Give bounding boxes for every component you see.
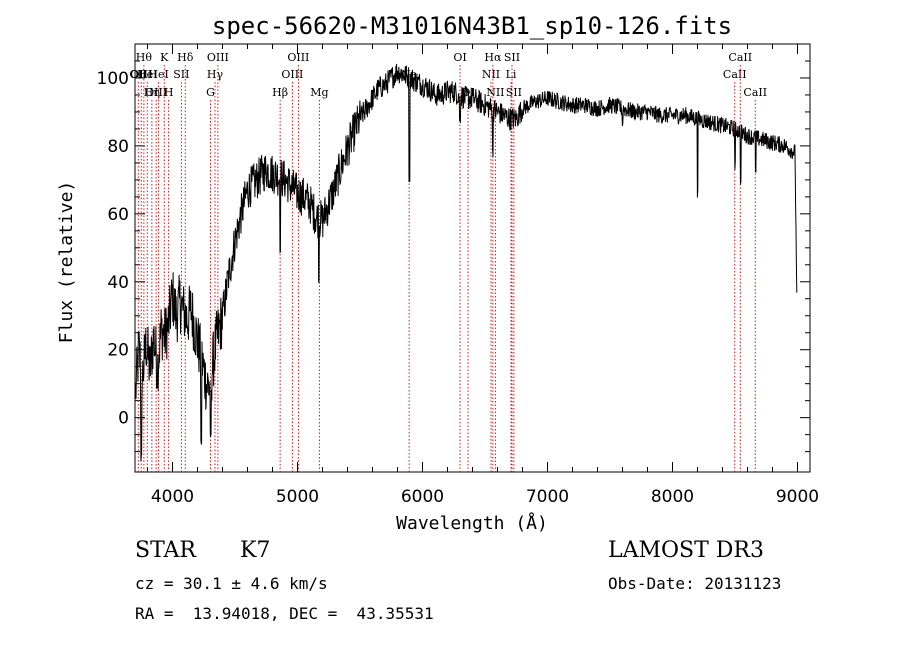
line-label: NII — [486, 86, 504, 99]
line-label: OII — [129, 68, 147, 81]
line-label: Li — [506, 68, 517, 81]
y-tick-label: 20 — [107, 341, 129, 361]
line-label: HeI — [148, 68, 168, 81]
line-label: CaII — [723, 68, 747, 81]
y-tick-label: 100 — [97, 69, 129, 89]
x-tick-label: 9000 — [776, 487, 819, 507]
y-axis-label: Flux (relative) — [56, 181, 77, 344]
object-subclass: K7 — [240, 538, 271, 563]
x-axis-label: Wavelength (Å) — [396, 512, 548, 534]
line-label: Hα — [484, 51, 502, 64]
line-label: Hδ — [177, 51, 194, 64]
line-label: OI — [453, 51, 466, 64]
line-label: OIII — [207, 51, 229, 64]
x-tick-label: 4000 — [151, 487, 194, 507]
line-label: Hγ — [207, 68, 224, 81]
object-class: STAR — [135, 538, 196, 563]
line-label: Hη — [144, 86, 160, 99]
y-tick-label: 40 — [107, 273, 129, 293]
line-label: H — [164, 86, 174, 99]
line-label: SII — [506, 86, 522, 99]
line-label: SII — [504, 51, 520, 64]
y-tick-label: 0 — [118, 409, 129, 429]
redshift-velocity: cz = 30.1 ± 4.6 km/s — [135, 574, 328, 593]
line-label: HeI — [137, 68, 157, 81]
plot-frame — [134, 43, 811, 473]
x-tick-label: 6000 — [401, 487, 444, 507]
line-label: NII — [482, 68, 500, 81]
line-label: Mg — [310, 86, 328, 99]
line-label: OIII — [281, 68, 303, 81]
spectrum-line — [135, 63, 798, 462]
line-label: G — [206, 86, 215, 99]
x-tick-label: 8000 — [651, 487, 694, 507]
line-label: CaII — [743, 86, 767, 99]
line-label: OIII — [130, 68, 152, 81]
line-label: Hβ — [272, 86, 288, 99]
line-label: OIII — [287, 51, 309, 64]
line-label: CaII — [728, 51, 752, 64]
x-tick-label: 7000 — [526, 487, 569, 507]
y-tick-label: 60 — [107, 205, 129, 225]
survey-name: LAMOST DR3 — [608, 538, 764, 563]
y-tick-label: 80 — [107, 137, 129, 157]
axes: 4000 5000 6000 7000 8000 9000 0 20 40 60 80 100 — [97, 43, 819, 507]
coordinates: RA = 13.94018, DEC = 43.35531 — [135, 604, 434, 623]
line-label: Hθ — [136, 51, 153, 64]
line-label: SII — [173, 68, 189, 81]
line-label: K — [160, 51, 169, 64]
spectrum-series — [135, 63, 798, 462]
line-label: OIII — [145, 86, 167, 99]
observation-date: Obs-Date: 20131123 — [608, 574, 782, 593]
chart-title: spec-56620-M31016N43B1_sp10-126.fits — [212, 12, 732, 40]
x-tick-label: 5000 — [276, 487, 319, 507]
